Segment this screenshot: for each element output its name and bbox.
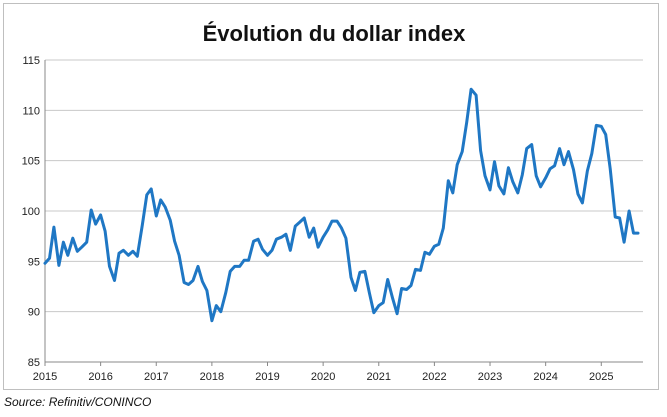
y-tick-label: 85 (28, 357, 40, 369)
x-tick-label: 2023 (478, 371, 502, 383)
chart-svg: Évolution du dollar index 85 90 95 100 105 11… (22, 21, 643, 383)
source-note: Source: Refinitiv/CONINCO (4, 395, 152, 409)
series-line-0 (43, 87, 640, 323)
x-tick-label: 2024 (533, 371, 557, 383)
x-tick-label: 2015 (33, 371, 57, 383)
y-tick-label: 110 (22, 105, 40, 117)
y-tick-label: 90 (28, 307, 40, 319)
x-tick-label: 2022 (422, 371, 446, 383)
chart-frame: Évolution du dollar index 85 90 95 100 105 11… (3, 3, 659, 390)
x-tick-label: 2018 (200, 371, 224, 383)
x-tick-label: 2025 (589, 371, 613, 383)
x-tick-label: 2017 (144, 371, 168, 383)
x-tick-label: 2020 (311, 371, 335, 383)
y-tick-label: 95 (28, 256, 40, 268)
x-tick-label: 2016 (88, 371, 112, 383)
gridlines (45, 59, 643, 363)
y-tick-label: 115 (22, 55, 40, 67)
x-tick-label: 2021 (367, 371, 391, 383)
y-tick-label: 105 (22, 156, 40, 168)
y-tick-label: 100 (22, 206, 40, 218)
x-axis-ticks: 2015 2016 2017 2018 2019 2020 2021 2022 2023 2024… (33, 362, 614, 383)
y-axis-ticks: 85 90 95 100 105 110 115 (22, 55, 40, 369)
x-tick-label: 2019 (255, 371, 279, 383)
axes (44, 60, 643, 363)
chart-title: Évolution du dollar index (203, 21, 467, 46)
series-group (43, 87, 640, 323)
